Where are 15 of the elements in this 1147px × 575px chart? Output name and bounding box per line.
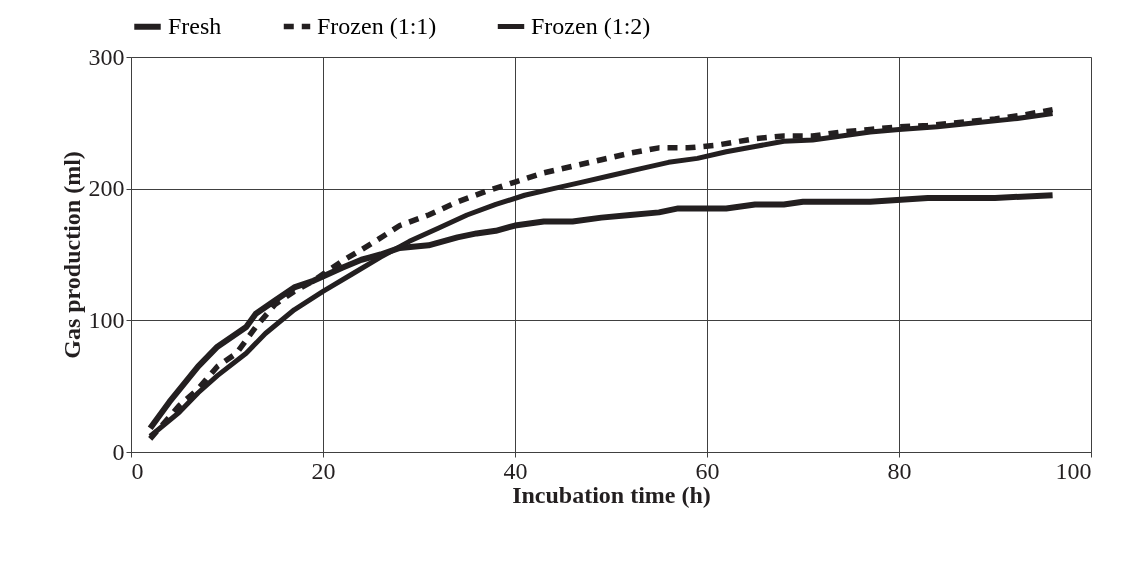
- legend-label: Frozen (1:2): [531, 12, 651, 39]
- x-axis-title: Incubation time (h): [512, 481, 711, 508]
- x-tick-label: 60: [695, 457, 720, 484]
- legend-label: Frozen (1:1): [317, 12, 437, 39]
- y-axis-title: Gas production (ml): [58, 151, 85, 359]
- y-tick-label: 300: [88, 43, 125, 70]
- legend-label: Fresh: [168, 12, 222, 39]
- x-tick-label: 80: [887, 457, 912, 484]
- x-tick-label: 40: [503, 457, 528, 484]
- x-tick-label: 20: [311, 457, 336, 484]
- y-tick-label: 100: [88, 306, 125, 333]
- x-tick-label: 100: [1055, 457, 1092, 484]
- y-tick-label: 0: [112, 438, 125, 465]
- x-tick-label: 0: [131, 457, 144, 484]
- y-tick-label: 200: [88, 175, 125, 202]
